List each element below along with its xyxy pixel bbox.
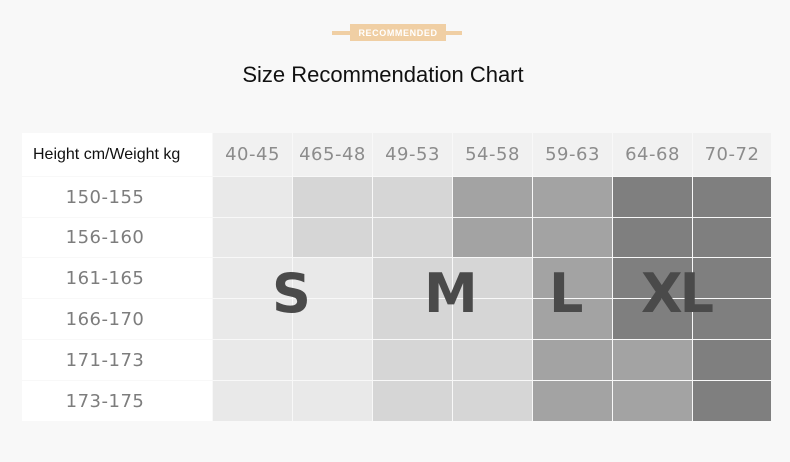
chart-title: Size Recommendation Chart: [242, 62, 524, 87]
size-table: Height cm/Weight kg 40-45 465-48 49-53 54-58…: [22, 133, 771, 421]
height-label: 171-173: [22, 340, 212, 380]
size-cell: [453, 258, 532, 298]
height-label: 173-175: [22, 381, 212, 421]
size-label-xl: XL: [641, 262, 714, 325]
size-cell: [533, 381, 612, 421]
size-cell: [453, 299, 532, 339]
size-cell: [613, 177, 692, 217]
size-cell: [533, 218, 612, 257]
size-cell: [693, 340, 771, 380]
size-cell: [693, 381, 771, 421]
size-cell: [293, 258, 372, 298]
size-label-s: S: [272, 262, 311, 325]
size-label-l: L: [549, 262, 583, 325]
size-cell: [373, 258, 452, 298]
recommended-banner: RECOMMENDED: [0, 0, 790, 44]
size-cell: [533, 340, 612, 380]
size-cell: [613, 340, 692, 380]
size-cell: [293, 299, 372, 339]
height-label: 150-155: [22, 177, 212, 217]
size-cell: [293, 340, 372, 380]
size-cell: [453, 218, 532, 257]
weight-header: 465-48: [293, 133, 372, 176]
size-cell: [533, 299, 612, 339]
weight-header: 40-45: [213, 133, 292, 176]
height-label: 161-165: [22, 258, 212, 298]
corner-header: Height cm/Weight kg: [22, 133, 212, 176]
size-cell: [613, 218, 692, 257]
size-cell: [613, 258, 692, 298]
weight-header: 49-53: [373, 133, 452, 176]
height-label: 166-170: [22, 299, 212, 339]
size-cell: [373, 299, 452, 339]
size-cell: [213, 381, 292, 421]
size-cell: [213, 218, 292, 257]
size-cell: [533, 177, 612, 217]
size-cell: [213, 299, 292, 339]
size-cell: [613, 381, 692, 421]
size-cell: [693, 177, 771, 217]
size-cell: [693, 258, 771, 298]
recommended-badge: RECOMMENDED: [350, 24, 446, 41]
size-cell: [293, 218, 372, 257]
weight-header: 59-63: [533, 133, 612, 176]
size-cell: [613, 299, 692, 339]
size-cell: [693, 218, 771, 257]
size-cell: [453, 177, 532, 217]
size-cell: [213, 177, 292, 217]
size-label-m: M: [424, 262, 478, 325]
size-cell: [373, 340, 452, 380]
size-cell: [213, 340, 292, 380]
size-cell: [533, 258, 612, 298]
size-cell: [373, 381, 452, 421]
size-cell: [693, 299, 771, 339]
size-cell: [453, 381, 532, 421]
size-cell: [373, 218, 452, 257]
size-cell: [293, 381, 372, 421]
size-cell: [373, 177, 452, 217]
size-cell: [213, 258, 292, 298]
weight-header: 64-68: [613, 133, 692, 176]
weight-header: 54-58: [453, 133, 532, 176]
height-label: 156-160: [22, 218, 212, 257]
size-cell: [293, 177, 372, 217]
size-cell: [453, 340, 532, 380]
weight-header: 70-72: [693, 133, 771, 176]
